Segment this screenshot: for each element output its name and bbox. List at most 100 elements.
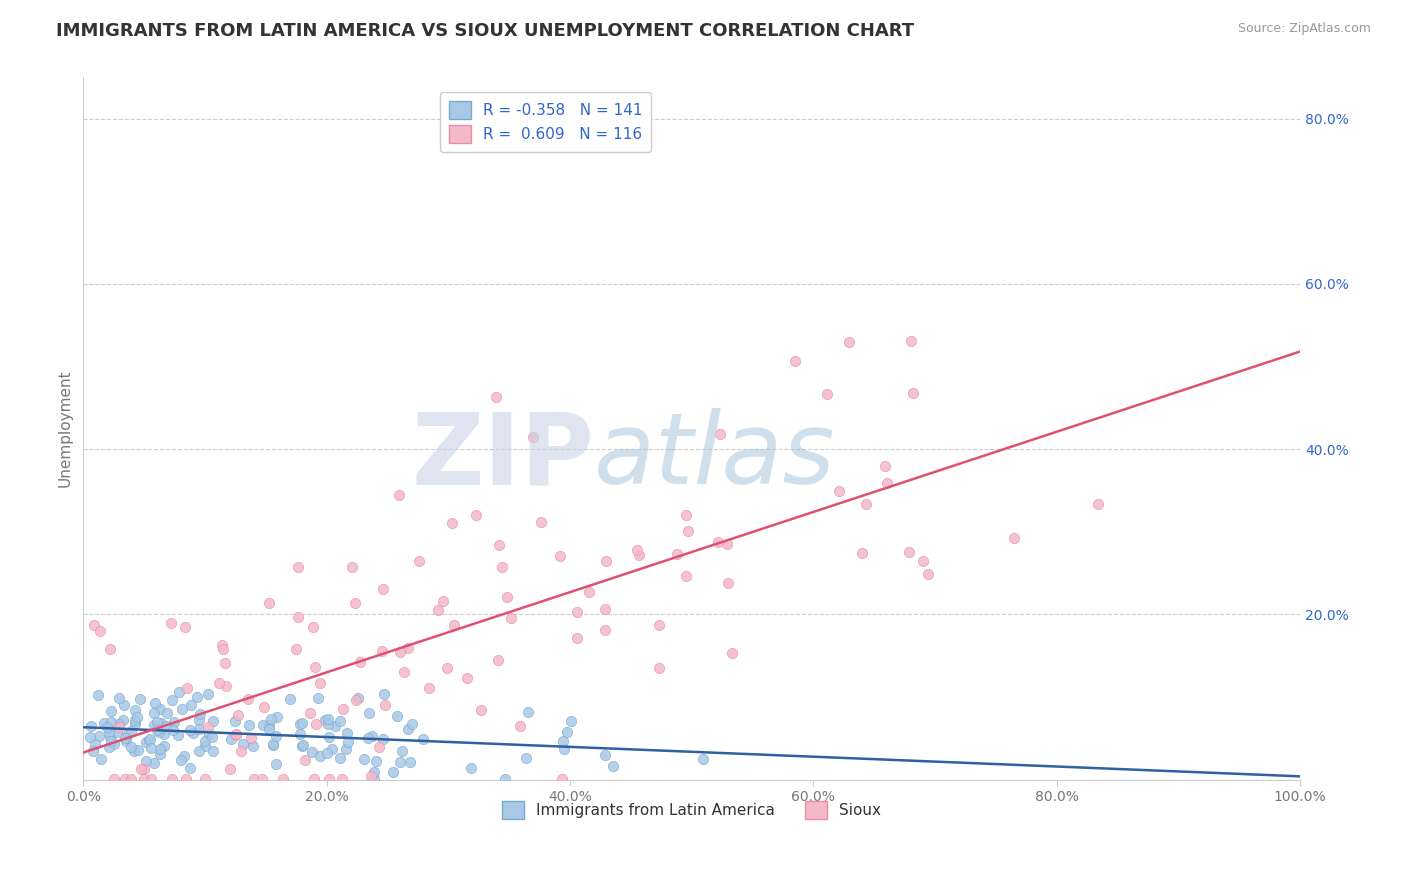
Point <box>318 772 340 786</box>
Point <box>211 641 233 656</box>
Point <box>595 554 617 568</box>
Point <box>112 713 135 727</box>
Point <box>391 744 413 758</box>
Point <box>593 747 616 762</box>
Point <box>709 427 731 442</box>
Point <box>501 610 523 624</box>
Point <box>912 554 935 568</box>
Point <box>98 725 121 739</box>
Point <box>97 739 120 754</box>
Point <box>93 716 115 731</box>
Point <box>292 738 315 752</box>
Point <box>98 730 121 744</box>
Point <box>396 722 419 736</box>
Point <box>294 753 316 767</box>
Point <box>252 772 274 786</box>
Point <box>120 772 142 786</box>
Point <box>232 738 254 752</box>
Point <box>114 733 136 747</box>
Point <box>307 691 329 706</box>
Point <box>565 605 588 619</box>
Point <box>465 508 488 522</box>
Point <box>173 749 195 764</box>
Point <box>170 753 193 767</box>
Text: IMMIGRANTS FROM LATIN AMERICA VS SIOUX UNEMPLOYMENT CORRELATION CHART: IMMIGRANTS FROM LATIN AMERICA VS SIOUX U… <box>56 22 914 40</box>
Point <box>308 749 330 764</box>
Point <box>517 705 540 719</box>
Point <box>242 739 264 754</box>
Point <box>675 508 697 522</box>
Point <box>491 560 513 574</box>
Point <box>208 676 231 690</box>
Point <box>225 728 247 742</box>
Point <box>139 772 162 786</box>
Point <box>316 712 339 726</box>
Point <box>470 703 492 717</box>
Point <box>146 723 169 738</box>
Point <box>344 596 367 610</box>
Point <box>142 756 165 771</box>
Point <box>602 758 624 772</box>
Point <box>304 660 326 674</box>
Point <box>124 713 146 727</box>
Point <box>80 719 103 733</box>
Point <box>851 546 873 560</box>
Point <box>224 714 246 728</box>
Point <box>150 715 173 730</box>
Point <box>87 730 110 744</box>
Point <box>626 543 648 558</box>
Point <box>149 747 172 761</box>
Point <box>876 475 898 490</box>
Point <box>385 708 408 723</box>
Point <box>108 691 131 706</box>
Point <box>271 772 294 786</box>
Point <box>495 590 517 604</box>
Point <box>201 730 224 744</box>
Point <box>266 729 288 743</box>
Point <box>367 739 389 754</box>
Point <box>149 701 172 715</box>
Point <box>264 756 287 771</box>
Point <box>156 706 179 720</box>
Point <box>302 772 325 786</box>
Point <box>373 687 395 701</box>
Point <box>418 681 440 695</box>
Point <box>509 719 531 733</box>
Point <box>122 744 145 758</box>
Point <box>394 665 416 679</box>
Point <box>838 334 860 349</box>
Point <box>214 656 236 670</box>
Point <box>336 726 359 740</box>
Point <box>135 755 157 769</box>
Point <box>873 458 896 473</box>
Point <box>231 744 253 758</box>
Point <box>426 603 449 617</box>
Point <box>134 772 156 786</box>
Point <box>675 569 697 583</box>
Point <box>553 742 575 756</box>
Point <box>143 706 166 721</box>
Point <box>550 549 572 563</box>
Point <box>593 624 616 638</box>
Point <box>253 699 276 714</box>
Point <box>364 754 387 768</box>
Point <box>647 617 669 632</box>
Point <box>225 727 247 741</box>
Point <box>148 724 170 739</box>
Point <box>330 772 353 786</box>
Point <box>389 645 412 659</box>
Point <box>676 524 699 538</box>
Point <box>287 560 309 574</box>
Point <box>108 717 131 731</box>
Point <box>555 724 578 739</box>
Point <box>146 714 169 729</box>
Point <box>707 535 730 549</box>
Point <box>90 751 112 765</box>
Point <box>197 720 219 734</box>
Point <box>112 698 135 712</box>
Point <box>187 744 209 758</box>
Point <box>162 772 184 786</box>
Point <box>486 653 509 667</box>
Point <box>174 772 197 786</box>
Point <box>86 688 108 702</box>
